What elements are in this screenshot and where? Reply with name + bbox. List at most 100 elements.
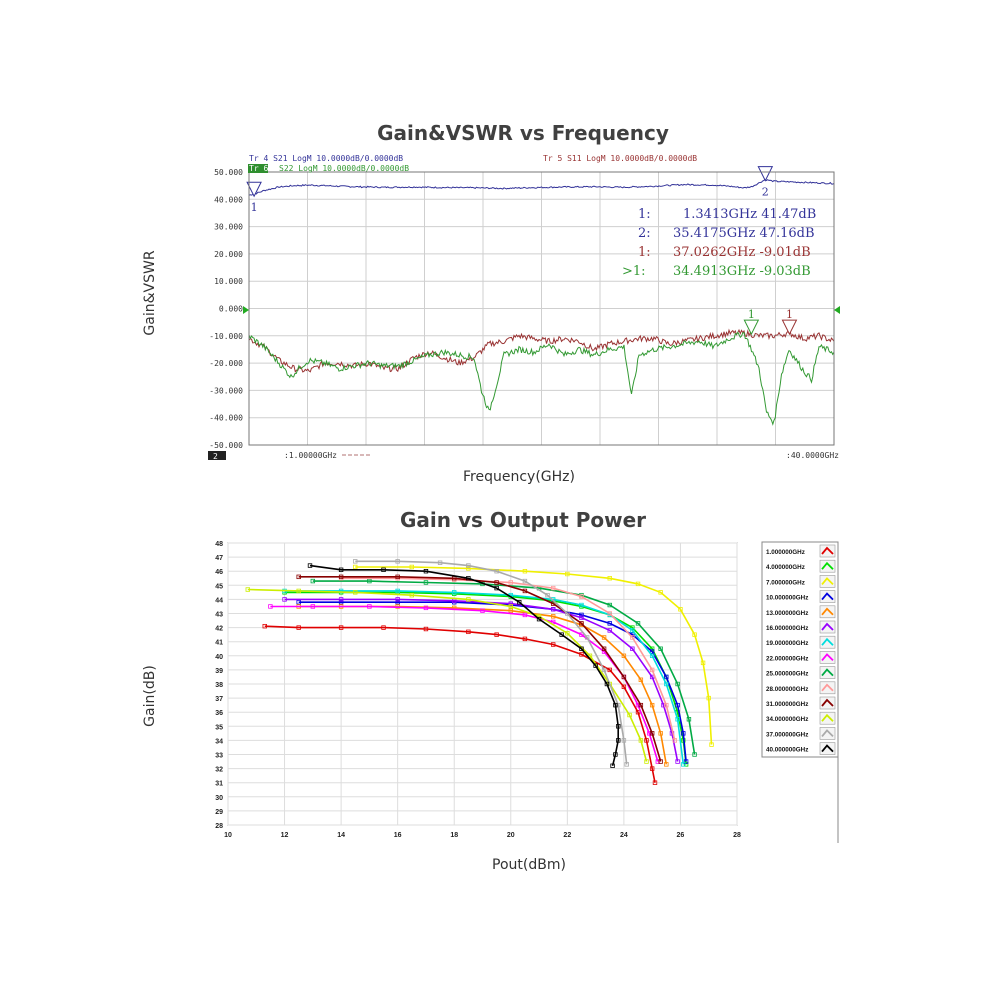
data-point — [268, 604, 273, 609]
data-point — [607, 602, 612, 608]
y-tick-label: 45 — [215, 583, 223, 590]
data-point — [658, 731, 663, 736]
data-point — [635, 710, 641, 715]
y-tick-label: 50.000 — [214, 168, 243, 177]
x-tick-label: 16 — [394, 832, 402, 839]
chart1-marker-glyphs: 1 2 1 1 — [246, 166, 798, 336]
data-point — [630, 635, 635, 640]
series-37.000000GHz — [353, 559, 629, 767]
data-point — [579, 652, 584, 657]
data-point — [584, 635, 590, 640]
y-tick-label: 20.000 — [214, 250, 243, 259]
chart2-legend: 1.000000GHz 4.000000GHz 7.000000GHz 10.0000… — [766, 544, 836, 755]
data-point — [381, 567, 386, 572]
data-point — [649, 702, 655, 708]
y-tick-label: 35 — [215, 724, 223, 731]
y-tick-label: 40.000 — [214, 195, 243, 204]
data-point — [466, 566, 471, 571]
data-point — [616, 724, 621, 729]
data-point — [661, 702, 666, 708]
series-line — [284, 590, 685, 765]
data-point — [638, 702, 644, 708]
channel-badge-bg — [208, 451, 226, 460]
y-tick-label: -50.000 — [209, 441, 243, 450]
marker-value: 37.0262GHz -9.01dB — [673, 245, 811, 260]
data-point — [353, 559, 358, 564]
data-point — [579, 615, 584, 620]
y-tick-label: 28 — [215, 823, 223, 830]
data-point — [675, 717, 680, 722]
data-point — [565, 571, 570, 577]
y-tick-label: 39 — [215, 668, 223, 675]
data-point — [635, 581, 641, 587]
legend-entry-label: 28.000000GHz — [766, 686, 808, 693]
data-point — [621, 738, 627, 743]
data-point — [559, 632, 564, 637]
legend-swatch-box — [819, 666, 836, 679]
marker-id: 2: — [638, 226, 651, 241]
data-point — [409, 592, 415, 598]
data-point — [437, 560, 443, 565]
data-point — [522, 588, 528, 594]
data-point — [310, 604, 316, 609]
data-point — [494, 569, 499, 574]
data-point — [692, 752, 697, 757]
y-tick-label: 46 — [215, 569, 223, 576]
data-point — [675, 759, 680, 764]
legend-swatch — [821, 744, 834, 753]
marker-label: 1 — [748, 308, 755, 321]
data-point — [635, 702, 641, 708]
data-point — [550, 585, 556, 591]
legend-swatch-box — [819, 727, 836, 740]
data-point — [647, 731, 652, 736]
data-point — [593, 663, 598, 668]
y-tick-label: -40.000 — [209, 414, 243, 423]
data-point — [409, 564, 415, 570]
x-tick-label: 10 — [224, 832, 232, 839]
data-point — [550, 619, 556, 625]
legend-swatch — [821, 683, 834, 692]
y-tick-label: 31 — [215, 781, 223, 788]
data-point — [658, 590, 663, 595]
y-tick-label: 33 — [215, 753, 223, 760]
data-point — [565, 611, 570, 616]
data-point — [613, 702, 618, 708]
chart1-plot-frame — [248, 171, 835, 446]
legend-entry-label: 31.000000GHz — [766, 701, 808, 708]
marker-id: >1: — [622, 264, 646, 279]
marker-value: 35.4175GHz 47.16dB — [673, 226, 815, 241]
legend-swatch-box — [819, 575, 836, 588]
y-tick-label: 48 — [215, 541, 223, 548]
marker-label: 2 — [762, 186, 769, 199]
data-point — [604, 681, 610, 687]
data-point — [466, 597, 471, 602]
chart2-title: Gain vs Output Power — [399, 508, 647, 532]
data-point — [262, 623, 267, 629]
data-point — [423, 626, 429, 632]
data-point — [616, 702, 621, 708]
x-stop-label: :40.0000GHz — [786, 451, 839, 460]
data-point — [395, 559, 400, 564]
data-point — [655, 759, 661, 764]
data-point — [700, 660, 706, 666]
data-point — [296, 600, 301, 605]
trace-header-tr5: Tr 5 S11 LogM 10.0000dB/0.0000dB — [543, 154, 697, 163]
data-point — [644, 738, 649, 743]
data-point — [607, 628, 612, 633]
data-point — [508, 580, 513, 585]
chart1-y-tick-labels: 50.000 40.000 30.000 20.000 10.000 0.000 -10.0… — [209, 168, 243, 450]
data-point — [658, 759, 663, 764]
data-point — [621, 674, 627, 680]
data-point — [550, 614, 556, 619]
series-line — [298, 575, 662, 762]
series-line — [247, 588, 648, 762]
y-tick-label: 44 — [215, 597, 223, 604]
series-line — [270, 605, 659, 762]
legend-swatch-box — [819, 559, 836, 573]
y-tick-label: 42 — [215, 626, 223, 633]
data-point — [579, 594, 584, 599]
legend-entry-label: 25.000000GHz — [766, 671, 808, 678]
marker-value: 1.3413GHz 41.47dB — [683, 207, 816, 222]
ref-arrow-right — [834, 306, 840, 314]
